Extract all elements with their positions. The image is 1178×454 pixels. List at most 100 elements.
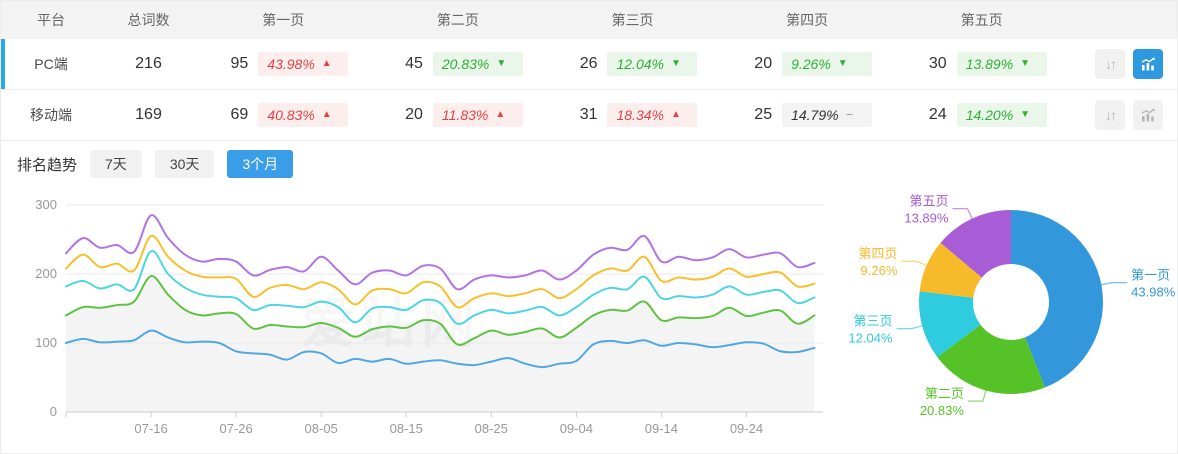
sort-arrows-icon: ↓↑ (1105, 56, 1117, 72)
x-axis-label: 07-26 (219, 421, 252, 436)
sort-arrows-icon: ↓↑ (1105, 107, 1117, 123)
donut-label-percent: 20.83% (920, 403, 965, 418)
page1-count: 95 (230, 55, 249, 72)
label-leader-line (1100, 281, 1128, 286)
page4-count: 20 (754, 55, 773, 72)
page3-cell: 31 18.34% ▲ (545, 103, 720, 127)
page3-count: 26 (579, 55, 598, 72)
row-actions: ↓↑ (1069, 100, 1177, 130)
x-axis-label: 08-15 (390, 421, 423, 436)
area-fill-第二页 (66, 276, 815, 412)
x-axis-label: 09-24 (730, 421, 763, 436)
donut-label-percent: 12.04% (848, 331, 893, 346)
x-axis-label: 09-14 (645, 421, 678, 436)
series-line-第四页 (65, 235, 816, 309)
total-words-value: 169 (135, 106, 162, 123)
donut-slice-第三页 (919, 291, 981, 357)
charts-area: 爱站网 010020030007-1607-2608-0508-1508-250… (1, 187, 1177, 453)
page3-cell: 26 12.04% ▼ (545, 52, 720, 76)
donut-label-name: 第一页 (1131, 268, 1170, 283)
label-leader-line (896, 324, 924, 330)
trend-section-header: 排名趋势 7天 30天 3个月 (1, 141, 1177, 187)
page4-change-badge: 14.79% − (782, 103, 873, 127)
page1-cell: 69 40.83% ▲ (196, 103, 371, 127)
page-distribution-donut-chart: 第一页 43.98% 第二页 20.83% 第三页 12.04% 第四页 9.26% 第五页 13… (848, 194, 1176, 418)
page5-count: 30 (928, 55, 947, 72)
page1-cell: 95 43.98% ▲ (196, 52, 371, 76)
col-header-page-2: 第二页 (436, 12, 479, 28)
page5-change-badge: 14.20% ▼ (956, 103, 1047, 127)
page2-cell: 45 20.83% ▼ (371, 52, 546, 76)
series-line-第二页 (65, 275, 816, 346)
total-words-value: 216 (135, 55, 162, 72)
donut-slice-第五页 (940, 210, 1011, 278)
page2-cell: 20 11.83% ▲ (371, 103, 546, 127)
line-chart-panel: 0 100 200 300 07-16 07-26 08-05 08-15 08-25 09-04… (1, 187, 831, 453)
sort-arrows-button[interactable]: ↓↑ (1095, 49, 1125, 79)
label-leader-line (901, 260, 928, 267)
page2-count: 20 (405, 106, 423, 123)
page5-count: 24 (928, 106, 947, 123)
trend-chart-icon (1141, 108, 1155, 122)
sort-arrows-button[interactable]: ↓↑ (1095, 100, 1125, 130)
x-axis-label: 08-25 (475, 421, 508, 436)
series-line-第一页 (65, 329, 816, 369)
col-header-page-3: 第三页 (611, 12, 654, 28)
table-header: 平台 总词数 第一页 第二页 第三页 第四页 第五页 (1, 1, 1177, 39)
page4-cell: 25 14.79% − (720, 103, 895, 127)
donut-label-name: 第三页 (853, 314, 892, 329)
donut-slice-第四页 (919, 242, 982, 298)
page2-change-badge: 20.83% ▼ (432, 52, 523, 76)
row-actions: ↓↑ (1069, 49, 1177, 79)
col-header-total-words: 总词数 (127, 12, 170, 28)
page4-cell: 20 9.26% ▼ (720, 52, 895, 76)
donut-chart-panel: 第一页 43.98% 第二页 20.83% 第三页 12.04% 第四页 9.26% 第五页 13… (831, 187, 1177, 453)
donut-slice-第二页 (937, 324, 1045, 394)
y-axis-label: 100 (35, 335, 57, 350)
tab-30-days[interactable]: 30天 (154, 150, 215, 178)
donut-label-name: 第四页 (858, 246, 897, 261)
page2-change-badge: 11.83% ▲ (432, 103, 523, 127)
tab-3-months[interactable]: 3个月 (227, 150, 294, 178)
platform-label: PC端 (34, 56, 68, 72)
y-axis-label: 300 (35, 197, 57, 212)
donut-label-percent: 43.98% (1131, 285, 1176, 300)
label-leader-line (952, 208, 974, 220)
donut-label-percent: 13.89% (904, 211, 949, 226)
trend-section-title: 排名趋势 (17, 156, 78, 174)
table-row-pc[interactable]: PC端 216 95 43.98% ▲ 45 20.83% ▼ 26 12.04% ▼… (1, 39, 1177, 90)
y-axis-label: 0 (50, 404, 57, 419)
y-axis-label: 200 (35, 266, 57, 281)
donut-slice-第一页 (1011, 210, 1103, 388)
page4-count: 25 (754, 106, 773, 123)
donut-label-percent: 9.26% (861, 263, 898, 278)
col-header-platform: 平台 (37, 12, 65, 28)
ranking-trend-line-chart: 0 100 200 300 07-16 07-26 08-05 08-15 08-25 09-04… (35, 197, 823, 436)
page3-change-badge: 18.34% ▲ (607, 103, 698, 127)
table-row-mobile[interactable]: 移动端 169 69 40.83% ▲ 20 11.83% ▲ 31 18.34% ▲… (1, 90, 1177, 141)
page1-count: 69 (230, 106, 249, 123)
label-leader-line (967, 389, 987, 402)
x-axis-label: 08-05 (305, 421, 338, 436)
page1-change-badge: 43.98% ▲ (258, 52, 349, 76)
page3-count: 31 (579, 106, 598, 123)
page5-cell: 24 14.20% ▼ (894, 103, 1069, 127)
col-header-page-4: 第四页 (786, 12, 829, 28)
platform-label: 移动端 (30, 107, 72, 123)
col-header-page-5: 第五页 (960, 12, 1003, 28)
trend-chart-icon (1141, 57, 1155, 71)
tab-7-days[interactable]: 7天 (90, 150, 142, 178)
col-header-page-1: 第一页 (262, 12, 305, 28)
page3-change-badge: 12.04% ▼ (607, 52, 698, 76)
page1-change-badge: 40.83% ▲ (258, 103, 349, 127)
trend-chart-button[interactable] (1133, 100, 1163, 130)
page5-cell: 30 13.89% ▼ (894, 52, 1069, 76)
x-axis-label: 07-16 (134, 421, 167, 436)
donut-label-name: 第二页 (925, 386, 964, 401)
page4-change-badge: 9.26% ▼ (782, 52, 873, 76)
series-line-第三页 (65, 250, 816, 326)
x-axis-label: 09-04 (560, 421, 593, 436)
page5-change-badge: 13.89% ▼ (956, 52, 1047, 76)
trend-chart-button[interactable] (1133, 49, 1163, 79)
